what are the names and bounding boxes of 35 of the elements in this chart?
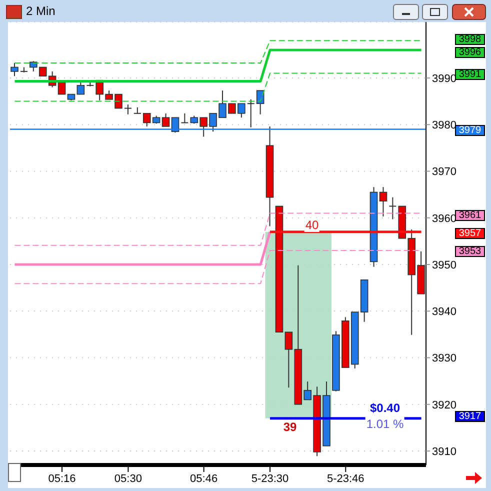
y-tick-label: 3980 bbox=[432, 119, 456, 132]
candlestick bbox=[10, 62, 18, 77]
candlestick bbox=[124, 104, 132, 115]
candlestick bbox=[133, 106, 142, 114]
text: 3996 bbox=[455, 47, 485, 58]
x-tick-label: 5-23:30 bbox=[251, 473, 289, 485]
text: 3979 bbox=[455, 125, 485, 136]
text: 3961 bbox=[455, 210, 485, 221]
annotation: 40 bbox=[304, 218, 320, 232]
candlestick bbox=[180, 112, 189, 124]
x-tick-label: 5-23:46 bbox=[326, 473, 364, 485]
x-tick-label: 05:16 bbox=[48, 473, 76, 485]
x-tick-label: 05:30 bbox=[114, 473, 142, 485]
x-tick-label: 05:46 bbox=[190, 473, 218, 485]
text: 3998 bbox=[455, 34, 485, 45]
y-tick-label: 3920 bbox=[432, 399, 456, 412]
text: 3957 bbox=[455, 228, 485, 239]
y-tick-label: 3910 bbox=[432, 446, 456, 458]
candlestick bbox=[379, 186, 388, 217]
candlestick bbox=[246, 98, 255, 128]
y-tick-label: 3940 bbox=[432, 306, 456, 318]
y-tick-label: 3930 bbox=[432, 352, 456, 365]
annotation: 1.01 % bbox=[365, 417, 405, 431]
chart-title: 2 Min bbox=[26, 4, 56, 18]
candlestick bbox=[388, 196, 397, 220]
text: 3991 bbox=[455, 69, 485, 80]
text: 3953 bbox=[455, 246, 485, 257]
candlestick bbox=[76, 80, 85, 95]
text: 3917 bbox=[455, 411, 485, 422]
annotation: 39 bbox=[282, 420, 298, 434]
candlestick bbox=[58, 80, 66, 95]
annotation: $0.40 bbox=[368, 401, 402, 415]
candlestick bbox=[162, 112, 170, 127]
y-tick-label: 3970 bbox=[432, 166, 456, 178]
y-tick-label: 3950 bbox=[432, 259, 456, 272]
